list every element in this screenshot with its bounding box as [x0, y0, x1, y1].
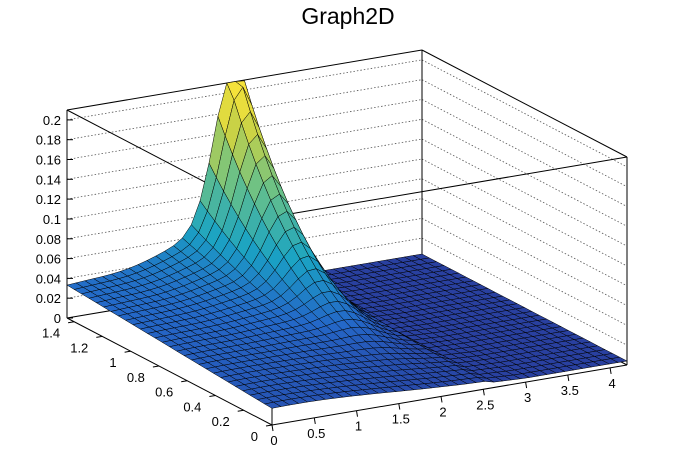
z-tick-label: 0.18 [36, 133, 61, 148]
y-tick-label: 0.4 [183, 400, 201, 415]
z-grid-line-right [421, 158, 628, 267]
x-tick-label: 1.5 [392, 412, 410, 427]
x-tick [440, 396, 443, 403]
z-tick-label: 0.12 [36, 192, 61, 207]
z-grid-line-back [66, 178, 423, 240]
y-tick-label: 1 [109, 355, 116, 370]
y-tick [152, 365, 159, 368]
z-tick-label: 0 [54, 311, 61, 326]
z-grid-line-back [66, 218, 423, 279]
y-tick-label: 1.2 [70, 340, 88, 355]
surface-mesh [66, 80, 628, 409]
y-tick-label: 0.8 [127, 370, 145, 385]
x-tick [609, 367, 612, 374]
axes: 0 0.5 1 1.5 2 2.5 3 3.5 400.20.40.60.811.21.400.… [36, 113, 616, 448]
y-tick-label: 0.2 [212, 414, 230, 429]
z-grid-lines [66, 59, 628, 346]
x-tick-label: 4 [608, 376, 615, 391]
z-grid-line-back [66, 118, 423, 180]
frame-edge [66, 317, 273, 426]
x-tick-label: 3.5 [561, 383, 579, 398]
y-tick [124, 350, 131, 353]
z-grid-line-right [421, 99, 628, 207]
z-grid-line-back [66, 158, 423, 220]
z-grid-line-back [66, 79, 423, 141]
x-tick [525, 382, 528, 389]
x-tick [356, 410, 358, 417]
y-tick [237, 409, 244, 412]
y-tick [181, 380, 188, 383]
z-tick-label: 0.08 [36, 232, 61, 247]
z-tick-label: 0.16 [36, 153, 61, 168]
surface-cell [264, 401, 282, 409]
x-tick-label: 1 [355, 419, 362, 434]
x-tick-label: 3 [524, 390, 531, 405]
frame-edge [271, 156, 628, 218]
z-tick-label: 0.2 [43, 113, 61, 128]
frame-edge [66, 49, 423, 111]
z-grid-line-back [66, 138, 423, 200]
y-tick [68, 321, 75, 324]
z-grid-line-right [421, 178, 628, 287]
y-tick [96, 335, 103, 338]
z-tick-label: 0.14 [36, 172, 61, 187]
z-grid-line-back [66, 198, 423, 259]
z-grid-line-right [421, 118, 628, 227]
z-tick-label: 0.02 [36, 291, 61, 306]
y-tick-label: 0 [251, 429, 258, 444]
y-tick-label: 0.6 [155, 385, 173, 400]
y-tick [265, 424, 273, 427]
y-tick [209, 395, 216, 397]
z-tick-label: 0.06 [36, 252, 61, 267]
chart-title: Graph2D [301, 3, 395, 29]
z-grid-line-right [421, 237, 628, 346]
z-grid-line-right [421, 218, 628, 326]
z-grid-line-right [421, 79, 628, 188]
x-tick [313, 417, 316, 424]
z-tick-label: 0.04 [36, 271, 61, 286]
x-tick-label: 2 [439, 404, 446, 419]
frame-edge [421, 49, 628, 158]
z-grid-line-right [421, 198, 628, 306]
y-tick-label: 1.4 [42, 326, 60, 341]
x-tick-label: 2.5 [476, 397, 494, 412]
z-grid-line-back [66, 99, 423, 160]
z-grid-line-right [421, 138, 628, 247]
x-tick [398, 403, 401, 410]
z-grid-line-back [66, 59, 423, 121]
x-tick [271, 424, 274, 432]
x-tick [567, 374, 570, 382]
x-tick [482, 389, 485, 396]
x-tick-label: 0.5 [307, 426, 325, 441]
z-grid-line-right [421, 59, 628, 168]
x-tick-label: 0 [270, 433, 277, 448]
z-tick-label: 0.1 [43, 212, 61, 227]
